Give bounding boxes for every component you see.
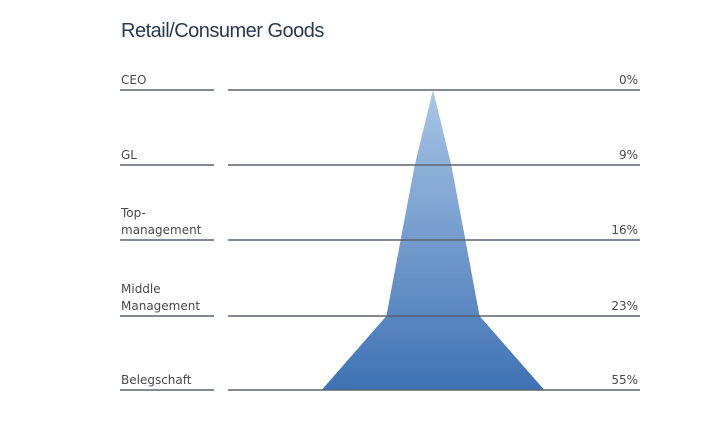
- category-label: Middle Management: [121, 282, 200, 313]
- category-label: GL: [121, 148, 137, 162]
- value-label: 55%: [611, 373, 638, 387]
- chart-title: Retail/Consumer Goods: [121, 20, 324, 42]
- category-label: Belegschaft: [121, 373, 192, 387]
- value-label: 23%: [611, 299, 638, 313]
- value-label: 0%: [619, 73, 638, 87]
- category-label: CEO: [121, 73, 146, 87]
- value-label: 9%: [619, 148, 638, 162]
- category-label: Top-management: [120, 206, 202, 237]
- value-label: 16%: [611, 223, 638, 237]
